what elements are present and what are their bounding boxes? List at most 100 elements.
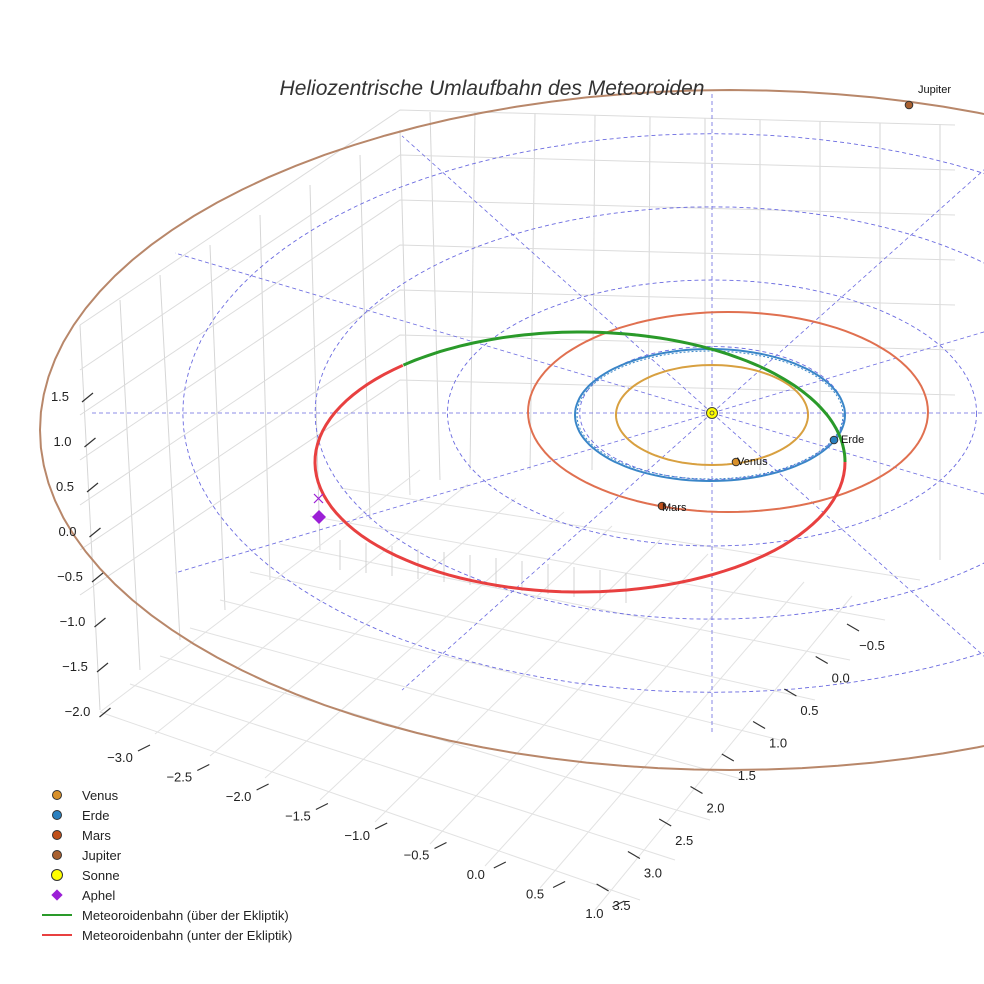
legend-marker: [42, 914, 72, 916]
grid-line-horizontal: [79, 289, 956, 506]
grid-line-left-wall: [159, 274, 181, 641]
y-tick-label: −0.5: [859, 638, 885, 653]
ecliptic-radial: [711, 412, 984, 495]
legend-symbol: [38, 889, 76, 901]
legend-item: Aphel: [38, 885, 292, 905]
ecliptic-radial: [401, 135, 713, 414]
z-tick-label: −2.0: [65, 704, 91, 719]
meteoroid-orbit: [313, 330, 847, 594]
planet-jupiter: [904, 100, 914, 110]
z-tick-mark: [94, 617, 106, 628]
z-tick-mark: [81, 392, 94, 403]
ecliptic-grid: [92, 93, 984, 733]
grid-line-left-wall: [309, 184, 321, 551]
planet-label-erde: Erde: [841, 434, 864, 446]
orbit-erde-inner: [576, 350, 844, 480]
y-tick-label: 1.0: [769, 736, 787, 751]
z-tick-mark: [86, 482, 99, 493]
y-tick-mark: [784, 688, 797, 697]
grid-line-floor: [249, 571, 816, 701]
legend-marker: [52, 810, 62, 820]
y-tick-mark: [721, 753, 735, 762]
z-tick-mark: [89, 527, 101, 538]
x-tick-label: −2.5: [166, 770, 192, 785]
grid-line-back-wall: [591, 114, 596, 471]
grid-line-left-wall: [119, 299, 141, 671]
z-tick-label: 1.0: [53, 434, 71, 449]
y-tick-label: 3.5: [613, 898, 631, 913]
y-tick-label: 2.5: [675, 833, 693, 848]
axis-grid: [79, 109, 956, 911]
x-tick-label: 0.0: [467, 867, 485, 882]
planet-label-jupiter: Jupiter: [918, 84, 951, 96]
x-tick-label: −1.5: [285, 809, 311, 824]
y-tick-mark: [658, 818, 672, 827]
z-tick-label: 0.0: [58, 524, 76, 539]
ecliptic-radial: [711, 331, 984, 414]
legend-symbol: [38, 850, 76, 860]
orbit-mars: [526, 310, 929, 514]
grid-line-floor: [99, 711, 641, 901]
y-tick-label: 3.0: [644, 866, 662, 881]
grid-line-left-wall: [259, 214, 271, 581]
legend-marker: [52, 830, 62, 840]
legend-symbol: [38, 934, 76, 936]
grid-line-left-wall: [209, 244, 226, 611]
sun-marker-inner: [709, 410, 715, 416]
ecliptic-radial: [401, 412, 713, 691]
sun-marker: [706, 407, 718, 419]
legend-symbol: [38, 914, 76, 916]
grid-line-floor: [319, 525, 613, 801]
legend-item: Venus: [38, 785, 292, 805]
x-tick-mark: [612, 900, 625, 908]
grid-line-floor: [219, 599, 781, 741]
grid-line-left-wall: [429, 111, 441, 481]
y-tick-label: 0.5: [800, 703, 818, 718]
z-tick-mark: [91, 572, 104, 583]
z-tick-label: −0.5: [57, 569, 83, 584]
legend-label: Sonne: [82, 867, 120, 883]
legend-label: Aphel: [82, 887, 116, 903]
legend-label: Venus: [82, 787, 119, 803]
ecliptic-radial: [711, 169, 984, 414]
grid-line-back-wall: [469, 111, 476, 471]
orbit-venus: [614, 363, 809, 467]
x-tick-label: −3.0: [107, 750, 133, 765]
legend-marker: [42, 934, 72, 936]
legend-item: Meteoroidenbahn (unter der Ekliptik): [38, 925, 292, 945]
orbit-jupiter: [38, 88, 984, 772]
planet-orbits: [38, 88, 984, 772]
legend: Venus Erde Mars Jupiter Sonne Aphel Meteoroide…: [38, 785, 292, 945]
y-tick-mark: [846, 623, 860, 632]
grid-line-horizontal: [79, 379, 956, 596]
grid-line-horizontal: [79, 109, 956, 326]
legend-symbol: [38, 790, 76, 800]
x-tick-label: 1.0: [585, 906, 603, 921]
legend-item: Meteoroidenbahn (über der Ekliptik): [38, 905, 292, 925]
ecliptic-radial: [174, 252, 713, 414]
x-tick-label: −0.5: [404, 848, 430, 863]
ecliptic-circle: [579, 346, 845, 480]
x-tick-mark: [197, 763, 210, 772]
orbit-erde: [573, 347, 846, 483]
grid-line-floor: [154, 483, 469, 735]
x-tick-mark: [315, 802, 329, 811]
z-tick-mark: [96, 662, 109, 673]
legend-symbol: [38, 830, 76, 840]
legend-item: Mars: [38, 825, 292, 845]
z-tick-label: 0.5: [56, 479, 74, 494]
legend-label: Meteoroidenbahn (über der Ekliptik): [82, 907, 289, 923]
x-tick-label: −1.0: [344, 828, 370, 843]
z-tick-label: −1.5: [62, 659, 88, 674]
legend-label: Jupiter: [82, 847, 122, 863]
grid-line-horizontal: [79, 154, 956, 371]
grid-line-left-wall: [359, 154, 371, 521]
y-tick-mark: [815, 655, 829, 665]
grid-line-floor: [264, 511, 565, 779]
legend-marker: [52, 850, 62, 860]
ecliptic-radial: [711, 412, 984, 657]
grid-line-floor: [209, 497, 517, 757]
grid-line-floor: [374, 539, 661, 823]
legend-marker: [51, 889, 63, 901]
